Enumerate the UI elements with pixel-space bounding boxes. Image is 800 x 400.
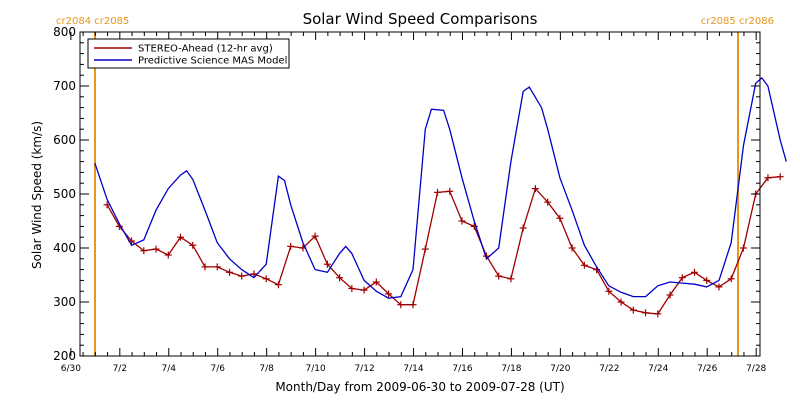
legend-box <box>87 38 290 69</box>
stereo-ahead-point <box>434 188 442 196</box>
x-tick-label: 7/18 <box>501 364 521 374</box>
legend-label-stereo: STEREO-Ahead (12-hr avg) <box>138 44 273 55</box>
stereo-ahead-point <box>776 173 784 181</box>
stereo-ahead-point <box>397 301 405 309</box>
x-tick-label: 7/8 <box>259 364 274 374</box>
stereo-ahead-point <box>568 244 576 252</box>
x-tick-label: 7/4 <box>162 364 177 374</box>
legend: STEREO-Ahead (12-hr avg) Predictive Scie… <box>87 38 290 69</box>
stereo-ahead-point <box>691 268 699 276</box>
stereo-ahead-point <box>531 185 539 193</box>
stereo-ahead-point <box>372 278 380 286</box>
y-tick-label: 300 <box>53 295 76 309</box>
stereo-ahead-point <box>262 275 270 283</box>
stereo-ahead-line <box>106 176 781 315</box>
chart-title: Solar Wind Speed Comparisons <box>303 10 538 28</box>
stereo-ahead-point <box>605 287 613 295</box>
x-tick-label: 7/2 <box>113 364 127 374</box>
x-axis-label: Month/Day from 2009-06-30 to 2009-07-28 … <box>275 380 564 394</box>
stereo-ahead-point <box>678 274 686 282</box>
stereo-ahead-point <box>213 263 221 271</box>
carrington-label-end: cr2085 cr2086 <box>701 16 774 27</box>
stereo-ahead-point <box>225 268 233 276</box>
stereo-ahead-point <box>617 298 625 306</box>
stereo-ahead-point <box>348 285 356 292</box>
y-axis-ticks: 200 300 400 500 600 700 800 <box>53 25 760 363</box>
stereo-ahead-point <box>556 214 564 222</box>
x-tick-label: 6/30 <box>61 364 81 374</box>
x-tick-label: 7/28 <box>746 364 766 374</box>
stereo-ahead-point <box>495 272 503 280</box>
stereo-ahead-point <box>580 261 588 269</box>
stereo-ahead-point <box>250 270 258 278</box>
x-tick-label: 7/12 <box>354 364 374 374</box>
x-tick-label: 7/20 <box>550 364 570 374</box>
y-tick-label: 700 <box>53 79 76 93</box>
carrington-label-start: cr2084 cr2085 <box>56 16 129 27</box>
stereo-ahead-point <box>189 241 197 249</box>
stereo-ahead-point <box>715 283 723 291</box>
x-tick-label: 7/14 <box>403 364 423 374</box>
x-tick-label: 7/26 <box>697 364 717 374</box>
x-tick-label: 7/16 <box>452 364 472 374</box>
stereo-ahead-point <box>238 272 246 280</box>
mas-model-line <box>94 76 787 299</box>
stereo-ahead-point <box>642 309 650 317</box>
series-layer <box>94 76 787 318</box>
stereo-ahead-point <box>323 260 331 268</box>
stereo-ahead-point <box>409 301 417 309</box>
stereo-ahead-point <box>385 290 393 298</box>
stereo-ahead-point <box>629 306 637 314</box>
stereo-ahead-point <box>703 276 711 284</box>
carrington-marker-lines <box>94 32 739 356</box>
x-tick-label: 7/24 <box>648 364 668 374</box>
stereo-ahead-point <box>519 224 527 232</box>
stereo-ahead-point <box>544 198 552 206</box>
stereo-ahead-point <box>336 274 344 282</box>
y-axis-label: Solar Wind Speed (km/s) <box>30 121 44 269</box>
stereo-ahead-point <box>274 281 282 289</box>
stereo-ahead-point <box>764 174 772 182</box>
y-tick-label: 500 <box>53 187 76 201</box>
stereo-ahead-point <box>177 233 185 241</box>
x-tick-label: 7/10 <box>306 364 326 374</box>
stereo-ahead-point <box>287 242 295 250</box>
x-axis-ticks: 6/30 7/2 7/4 7/6 7/8 7/10 7/12 7/14 7/16 7/18 7/20… <box>61 32 767 374</box>
stereo-ahead-point <box>421 245 429 253</box>
stereo-ahead-point <box>666 291 674 299</box>
stereo-ahead-point <box>152 245 160 253</box>
legend-label-mas-model: Predictive Science MAS Model <box>138 56 287 67</box>
y-tick-label: 600 <box>53 133 76 147</box>
stereo-ahead-point <box>446 187 454 195</box>
stereo-ahead-point <box>458 217 466 225</box>
stereo-ahead-point <box>739 244 747 252</box>
stereo-ahead-point <box>727 275 735 283</box>
stereo-ahead-point <box>164 251 172 259</box>
stereo-ahead-point <box>140 247 148 255</box>
stereo-ahead-point <box>201 263 209 271</box>
y-tick-label: 400 <box>53 241 76 255</box>
stereo-ahead-point <box>507 275 515 283</box>
y-tick-label: 800 <box>53 25 76 39</box>
x-tick-label: 7/22 <box>599 364 619 374</box>
stereo-ahead-point <box>360 286 368 294</box>
stereo-ahead-point <box>654 310 662 318</box>
y-tick-label: 200 <box>53 349 76 363</box>
x-tick-label: 7/6 <box>210 364 225 374</box>
stereo-ahead-point <box>311 232 319 240</box>
